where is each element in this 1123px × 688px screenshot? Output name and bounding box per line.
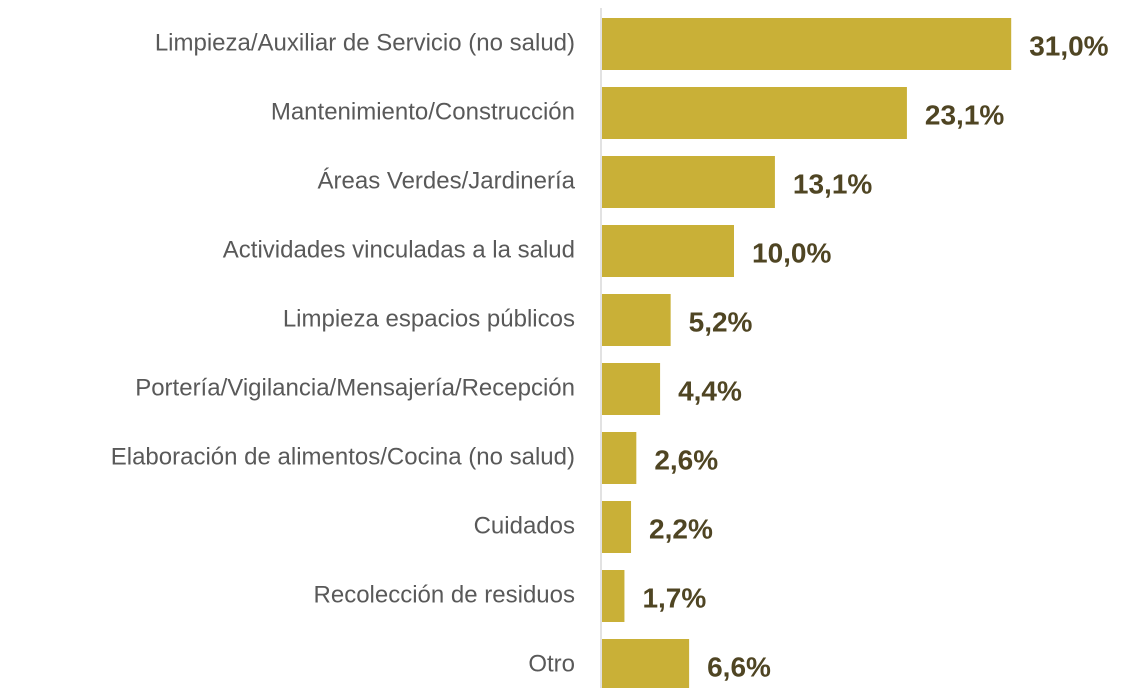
category-label: Áreas Verdes/Jardinería	[318, 167, 576, 194]
bar	[602, 570, 625, 622]
category-label: Limpieza/Auxiliar de Servicio (no salud)	[155, 29, 575, 56]
bar	[602, 225, 734, 277]
value-label: 10,0%	[752, 237, 831, 268]
value-label: 13,1%	[793, 168, 872, 199]
bar	[602, 432, 637, 484]
value-label: 5,2%	[689, 306, 753, 337]
category-label: Portería/Vigilancia/Mensajería/Recepción	[135, 374, 575, 401]
category-label: Cuidados	[474, 512, 575, 539]
bar	[602, 18, 1012, 70]
value-label: 1,7%	[642, 582, 706, 613]
category-label: Recolección de residuos	[314, 581, 575, 608]
bar	[602, 156, 775, 208]
category-label: Mantenimiento/Construcción	[271, 98, 575, 125]
bar	[602, 363, 661, 415]
category-label: Elaboración de alimentos/Cocina (no salu…	[111, 443, 575, 470]
bar	[602, 501, 632, 553]
category-label: Otro	[528, 650, 575, 677]
bar	[602, 294, 671, 346]
value-label: 23,1%	[925, 99, 1004, 130]
value-label: 4,4%	[678, 375, 742, 406]
value-label: 2,6%	[654, 444, 718, 475]
value-label: 31,0%	[1029, 30, 1108, 61]
bar	[602, 639, 690, 688]
bar	[602, 87, 907, 139]
category-label: Limpieza espacios públicos	[283, 305, 575, 332]
value-label: 2,2%	[649, 513, 713, 544]
value-label: 6,6%	[707, 651, 771, 682]
category-label: Actividades vinculadas a la salud	[223, 236, 575, 263]
